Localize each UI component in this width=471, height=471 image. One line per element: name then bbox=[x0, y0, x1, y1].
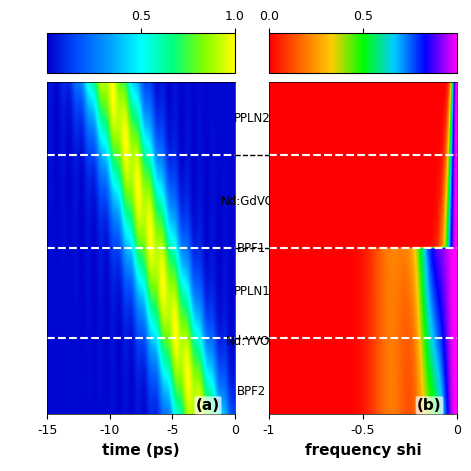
Text: (a): (a) bbox=[196, 398, 220, 413]
Text: Nd:GdVO4: Nd:GdVO4 bbox=[221, 195, 283, 208]
Text: BPF1: BPF1 bbox=[237, 242, 267, 255]
Text: PPLN2: PPLN2 bbox=[234, 112, 270, 125]
Text: Nd:YVO4: Nd:YVO4 bbox=[226, 335, 278, 348]
X-axis label: frequency shi: frequency shi bbox=[305, 443, 421, 458]
Text: PPLN1: PPLN1 bbox=[234, 285, 270, 298]
X-axis label: time (ps): time (ps) bbox=[102, 443, 180, 458]
Text: (b): (b) bbox=[417, 398, 442, 413]
Text: BPF2: BPF2 bbox=[237, 385, 267, 398]
